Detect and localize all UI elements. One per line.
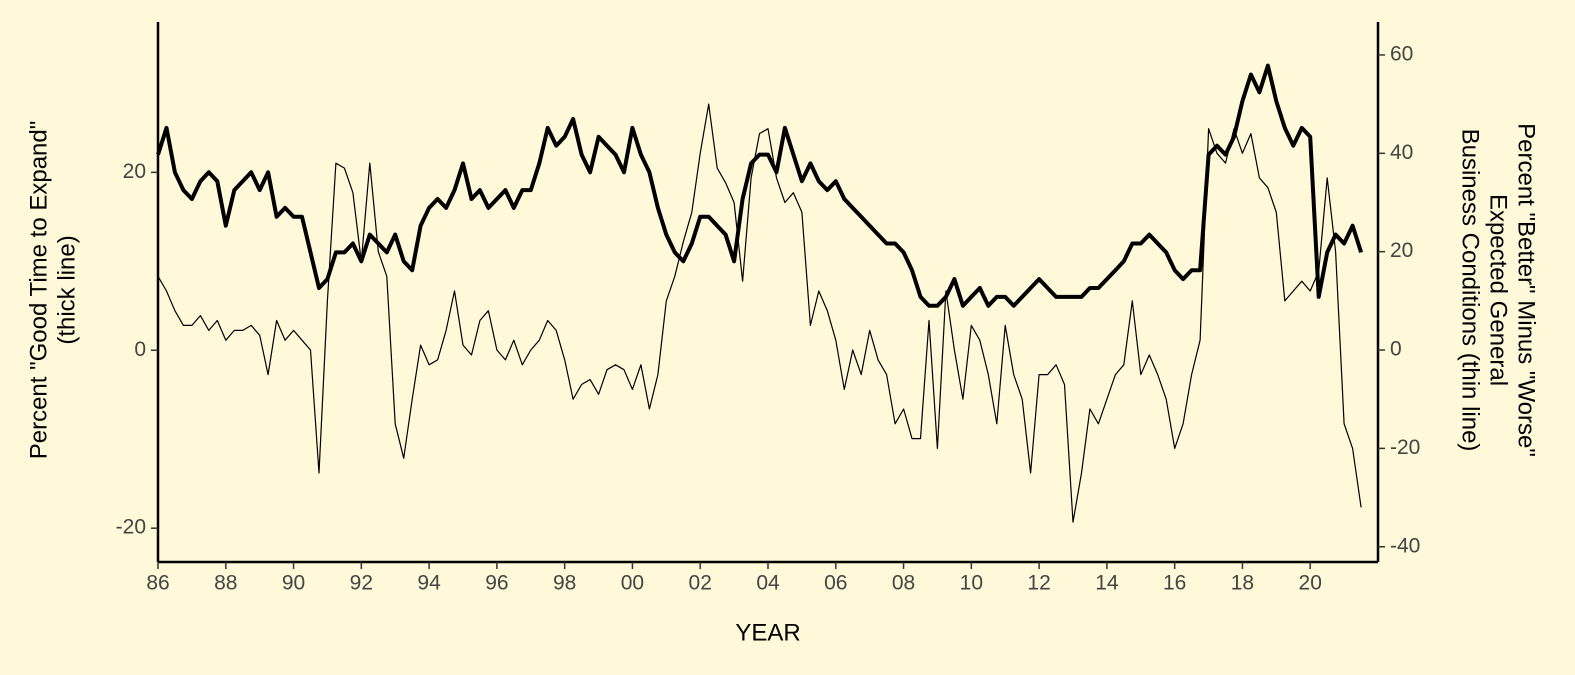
y-tick-label: 0	[134, 338, 146, 361]
y2-axis-title-line: Business Conditions (thin line)	[1457, 129, 1484, 452]
x-tick-label: 12	[1027, 572, 1050, 595]
y2-axis-title: Percent "Better" Minus "Worse" Expected …	[1457, 123, 1540, 457]
y2-axis-title-line: Expected General	[1485, 194, 1512, 386]
x-tick-label: 14	[1095, 572, 1119, 595]
y2-tick-label: 20	[1390, 239, 1413, 262]
y-axis-title-line: (thick line)	[53, 235, 80, 344]
x-tick-label: 98	[553, 572, 576, 595]
x-tick-label: 90	[282, 572, 305, 595]
x-tick-label: 00	[621, 572, 644, 595]
x-tick-label: 10	[960, 572, 983, 595]
x-tick-label: 92	[350, 572, 373, 595]
y-tick-label: 20	[123, 160, 146, 183]
series-line	[157, 103, 1362, 523]
x-tick-label: 08	[892, 572, 915, 595]
x-tick-label: 04	[756, 572, 780, 595]
x-tick-label: 16	[1163, 572, 1186, 595]
y-axis-title-line: Percent "Good Time to Expand"	[25, 121, 52, 460]
x-tick-label: 06	[824, 572, 847, 595]
y2-axis-title-line: Percent "Better" Minus "Worse"	[1513, 123, 1540, 457]
x-tick-label: 94	[417, 572, 441, 595]
x-tick-label: 96	[485, 572, 508, 595]
y2-tick-label: 0	[1390, 338, 1402, 361]
y2-tick-label: 40	[1390, 141, 1413, 164]
x-tick-label: 20	[1299, 572, 1322, 595]
x-tick-label: 88	[214, 572, 237, 595]
x-tick-label: 86	[146, 572, 169, 595]
x-tick-label: 18	[1231, 572, 1254, 595]
x-axis-title: YEAR	[735, 619, 800, 646]
y2-tick-label: -20	[1390, 436, 1420, 459]
y2-tick-label: 60	[1390, 42, 1413, 65]
y2-tick-label: -40	[1390, 534, 1420, 557]
x-tick-label: 02	[689, 572, 712, 595]
y-tick-label: -20	[116, 516, 146, 539]
series-line	[156, 63, 1364, 308]
y-axis-title: Percent "Good Time to Expand" (thick lin…	[25, 121, 80, 460]
